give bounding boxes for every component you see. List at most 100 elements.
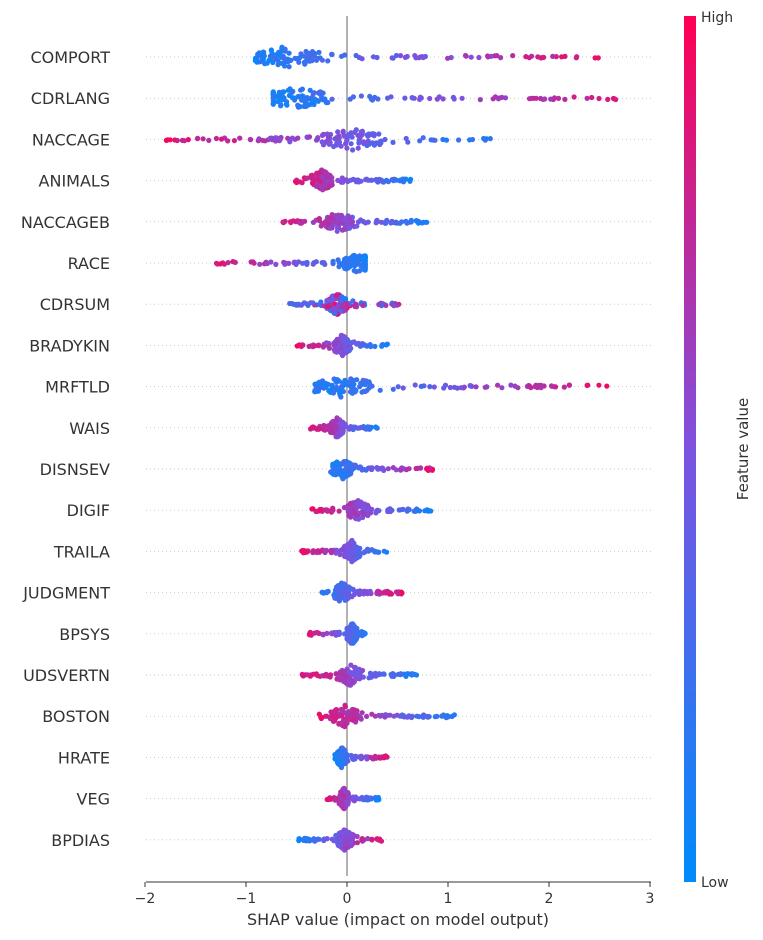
x-axis-label: SHAP value (impact on model output): [247, 910, 549, 929]
shap-point: [445, 55, 451, 61]
feature-label: NACCAGEB: [21, 213, 110, 232]
shap-point: [324, 297, 331, 303]
shap-point: [353, 753, 359, 759]
shap-point: [592, 55, 598, 61]
shap-point: [364, 756, 370, 762]
shap-point: [334, 424, 340, 430]
shap-point: [319, 139, 325, 145]
shap-point: [393, 52, 399, 59]
shap-point: [416, 714, 422, 720]
shap-point: [319, 220, 325, 227]
feature-label: UDSVERTN: [23, 666, 110, 685]
shap-point: [376, 797, 382, 803]
shap-point: [333, 832, 339, 839]
shap-point: [323, 340, 329, 346]
feature-label: MRFTLD: [45, 378, 110, 397]
shap-point: [417, 138, 423, 144]
x-tick-label: 1: [444, 891, 453, 907]
shap-point: [315, 426, 321, 432]
shap-point: [385, 589, 391, 596]
shap-point: [403, 135, 409, 142]
shap-point: [354, 675, 361, 682]
shap-point: [512, 383, 518, 389]
shap-point: [324, 507, 330, 513]
shap-point: [345, 794, 351, 801]
colorbar: [684, 16, 696, 882]
shap-point: [322, 183, 328, 189]
shap-point: [535, 54, 541, 60]
shap-point: [297, 179, 303, 185]
shap-point: [380, 342, 386, 348]
shap-point: [325, 221, 331, 227]
shap-point: [379, 590, 386, 596]
shap-point: [306, 632, 313, 638]
shap-point: [551, 95, 558, 101]
shap-point: [248, 259, 254, 265]
shap-point: [366, 141, 372, 147]
shap-point: [336, 264, 342, 270]
shap-point: [332, 310, 338, 316]
shap-point: [403, 218, 409, 224]
shap-point: [340, 388, 346, 395]
shap-point: [348, 255, 354, 261]
shap-point: [312, 98, 318, 104]
shap-point: [301, 300, 307, 306]
shap-point: [329, 631, 335, 637]
shap-point: [346, 829, 352, 835]
shap-point: [318, 714, 324, 720]
shap-point: [327, 225, 333, 231]
shap-point: [259, 52, 265, 58]
shap-point: [341, 794, 347, 800]
shap-point: [289, 95, 295, 101]
shap-point: [349, 134, 355, 140]
shap-point: [342, 704, 348, 710]
shap-point: [340, 546, 346, 552]
shap-point: [392, 672, 398, 678]
shap-point: [380, 179, 387, 185]
feature-label: VEG: [77, 790, 110, 809]
shap-point: [348, 462, 354, 468]
shap-point: [299, 260, 306, 266]
shap-point: [194, 136, 201, 142]
shap-point: [335, 219, 341, 225]
shap-point: [324, 590, 330, 596]
shap-point: [492, 94, 498, 100]
shap-point: [328, 796, 334, 802]
shap-point: [361, 589, 367, 595]
shap-point: [309, 94, 315, 100]
shap-point: [278, 103, 284, 109]
shap-point: [533, 95, 539, 101]
x-tick-label: 2: [545, 891, 554, 907]
shap-point: [296, 55, 302, 61]
shap-point: [430, 137, 436, 143]
shap-point: [329, 548, 335, 554]
shap-point: [342, 340, 348, 346]
shap-point: [280, 220, 287, 226]
shap-point: [427, 384, 433, 390]
shap-point: [347, 586, 353, 592]
shap-point: [338, 721, 344, 727]
shap-point: [313, 259, 319, 265]
shap-point: [342, 52, 348, 58]
shap-point: [343, 264, 349, 270]
shap-point: [305, 53, 311, 59]
shap-point: [323, 548, 329, 554]
shap-point: [566, 382, 573, 388]
shap-point: [294, 343, 300, 349]
shap-point: [355, 219, 361, 225]
shap-point: [310, 179, 317, 185]
shap-point: [350, 640, 356, 646]
shap-point: [487, 136, 493, 142]
shap-point: [372, 343, 378, 349]
shap-point: [341, 669, 347, 675]
shap-point: [376, 712, 382, 719]
shap-point: [318, 299, 324, 305]
shap-point: [340, 303, 346, 309]
shap-point: [279, 48, 285, 54]
shap-point: [434, 713, 440, 720]
shap-point: [337, 552, 343, 558]
feature-label: JUDGMENT: [22, 584, 110, 603]
shap-point: [350, 679, 356, 685]
shap-point: [289, 135, 295, 141]
shap-point: [553, 54, 559, 60]
